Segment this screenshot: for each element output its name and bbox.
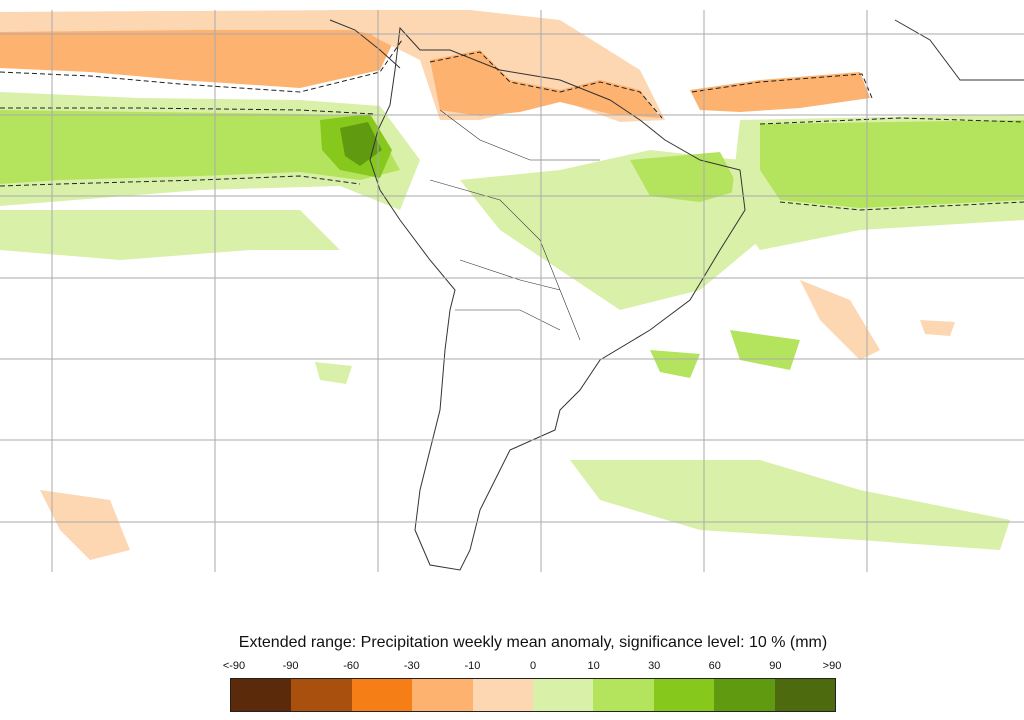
legend-tick-label: 0 [529, 660, 537, 672]
wet-band-southern-pacific [0, 210, 340, 260]
legend-swatch [472, 679, 534, 711]
legend-tick-label: -60 [343, 660, 360, 672]
legend-tick-label: 30 [648, 660, 661, 672]
legend-title: Extended range: Precipitation weekly mea… [238, 634, 828, 651]
dry-patch-east-atlantic [920, 320, 955, 336]
legend-tick-label: >90 [822, 660, 842, 672]
wet-anomaly-areas [0, 92, 1024, 550]
dry-patch-south-pacific [40, 490, 130, 560]
significance-contour-equatorial-south [0, 175, 361, 187]
legend-swatch [533, 679, 594, 711]
legend-tick-label: <-90 [222, 660, 246, 672]
dry-area-venezuela-core [430, 50, 660, 118]
color-legend: <-90 -90 -60 -30 -10 0 10 30 60 90 >90 [223, 660, 841, 712]
country-borders [429, 109, 600, 341]
legend-swatch [412, 679, 473, 711]
significance-contour-venezuela [429, 51, 663, 119]
significance-contour-atlantic [759, 117, 1024, 211]
legend-swatch [351, 679, 413, 711]
wet-band-equatorial-atlantic [760, 120, 1024, 208]
wet-core-northeast-brazil [630, 152, 740, 202]
wet-band-southern-atlantic [570, 460, 1010, 550]
dry-band-north-pacific [0, 20, 400, 88]
central-america-coastline [329, 19, 401, 69]
legend-swatch [714, 679, 775, 711]
wet-band-equatorial-pacific [0, 110, 400, 184]
wet-patch-south-atlantic-b [650, 350, 700, 378]
south-america-coastline [369, 26, 746, 571]
map-panel [0, 10, 1024, 572]
legend-tick-label: 90 [769, 660, 782, 672]
dry-anomaly-areas [0, 10, 955, 560]
legend-tick-label: -10 [464, 660, 481, 672]
significance-contour-north [0, 39, 403, 93]
legend-swatch [653, 679, 715, 711]
significance-contours [0, 39, 1024, 211]
legend-tick-label: 60 [708, 660, 721, 672]
legend-colorbar [230, 678, 836, 712]
legend-swatch [774, 679, 836, 711]
wet-patch-south-atlantic-a [730, 330, 800, 370]
legend-tick-label: 10 [587, 660, 600, 672]
wet-patch-pacific-south [315, 362, 352, 384]
dry-band-north-pacific-light [0, 10, 420, 40]
anomaly-map [0, 10, 1024, 572]
legend-swatch [593, 679, 654, 711]
legend-tick-label: -90 [282, 660, 299, 672]
coastlines [329, 19, 1024, 571]
legend-swatch [291, 679, 352, 711]
africa-coastline [894, 19, 1024, 81]
significance-contour-equatorial-north [0, 107, 376, 115]
dry-area-north-atlantic [690, 72, 870, 112]
dry-patch-south-atlantic [800, 280, 880, 360]
legend-swatch [231, 679, 292, 711]
graticule [0, 10, 1024, 572]
legend-tick-label: -30 [403, 660, 420, 672]
